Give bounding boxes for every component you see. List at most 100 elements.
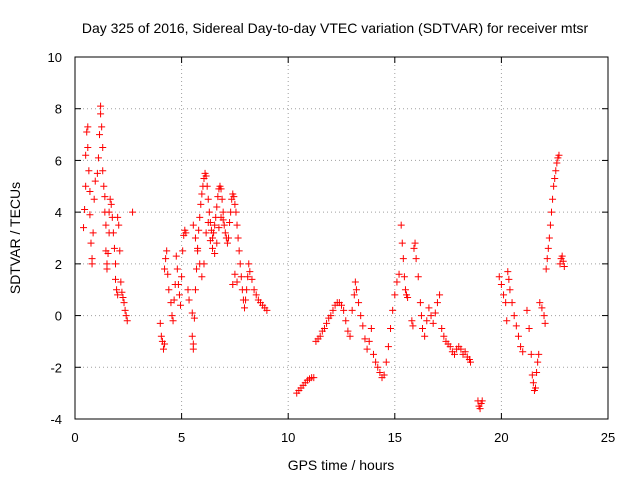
data-point-188	[344, 327, 352, 335]
data-point-60	[162, 255, 170, 263]
data-point-69	[172, 252, 180, 260]
data-point-224	[411, 239, 419, 247]
data-point-249	[461, 348, 469, 356]
data-point-10	[87, 239, 95, 247]
data-point-79	[184, 286, 192, 294]
data-point-204	[376, 368, 384, 376]
data-point-40	[112, 275, 120, 283]
data-point-203	[374, 363, 382, 371]
data-point-20	[97, 102, 105, 110]
data-point-59	[161, 265, 169, 273]
data-point-213	[395, 270, 403, 278]
data-point-257	[478, 397, 486, 405]
data-point-112	[219, 208, 227, 216]
data-point-99	[205, 208, 213, 216]
data-point-78	[182, 229, 190, 237]
data-point-66	[169, 317, 177, 325]
data-point-91	[197, 200, 205, 208]
data-point-18	[96, 131, 104, 139]
data-point-217	[400, 273, 408, 281]
data-point-271	[519, 348, 527, 356]
data-point-264	[505, 275, 513, 283]
data-point-236	[433, 299, 441, 307]
data-point-141	[234, 234, 242, 242]
data-point-126	[209, 244, 217, 252]
data-point-133	[226, 218, 234, 226]
data-point-199	[365, 337, 373, 345]
data-point-228	[417, 312, 425, 320]
data-point-53	[129, 208, 137, 216]
data-point-292	[549, 195, 557, 203]
data-point-198	[363, 345, 371, 353]
data-point-177	[320, 325, 328, 332]
data-point-37	[109, 229, 117, 237]
data-point-6	[84, 144, 92, 151]
data-point-178	[323, 319, 331, 327]
data-point-235	[431, 309, 439, 317]
data-point-272	[523, 306, 531, 314]
data-point-16	[93, 169, 101, 177]
data-point-163	[233, 278, 241, 286]
data-point-281	[535, 350, 543, 358]
data-point-35	[107, 200, 115, 208]
data-point-75	[179, 247, 187, 255]
data-point-80	[185, 296, 193, 304]
data-point-122	[200, 260, 208, 268]
data-point-191	[350, 291, 358, 299]
data-point-212	[393, 278, 401, 286]
data-point-128	[213, 239, 221, 247]
data-point-282	[536, 299, 544, 307]
data-point-114	[221, 229, 229, 237]
data-point-195	[357, 312, 365, 320]
data-point-140	[233, 221, 241, 229]
data-point-25	[101, 193, 109, 201]
y-tick-label-4: 4	[55, 205, 62, 220]
data-point-142	[235, 247, 243, 255]
x-tick-label-20: 20	[494, 430, 508, 445]
data-point-84	[189, 345, 197, 353]
data-point-258	[495, 273, 503, 281]
data-point-119	[194, 247, 202, 255]
data-point-107	[214, 193, 222, 201]
grid-layer	[75, 57, 608, 419]
data-point-289	[545, 234, 553, 242]
data-point-222	[409, 322, 417, 330]
data-point-187	[342, 317, 350, 325]
data-point-117	[189, 221, 197, 229]
x-tick-label-5: 5	[178, 430, 185, 445]
data-point-231	[423, 317, 431, 325]
data-point-181	[329, 306, 337, 314]
data-point-278	[532, 384, 540, 392]
data-point-295	[552, 167, 560, 175]
data-point-194	[355, 299, 363, 307]
data-point-303	[560, 262, 568, 270]
data-point-155	[252, 291, 260, 299]
data-point-97	[203, 182, 211, 190]
data-point-260	[500, 291, 508, 299]
data-point-70	[173, 265, 181, 273]
x-tick-label-15: 15	[388, 430, 402, 445]
data-point-96	[202, 172, 210, 180]
data-point-152	[246, 268, 254, 276]
data-point-218	[401, 286, 409, 294]
data-point-196	[359, 322, 367, 330]
data-point-237	[436, 291, 444, 299]
data-point-8	[86, 187, 94, 195]
data-point-47	[118, 288, 126, 296]
y-tick-label-10: 10	[48, 50, 62, 65]
data-point-55	[157, 332, 165, 340]
y-tick-label-0: 0	[55, 309, 62, 324]
data-point-244	[450, 350, 458, 358]
data-point-261	[502, 299, 510, 307]
data-point-71	[174, 281, 182, 289]
y-tick-label--2: -2	[50, 360, 62, 375]
data-point-301	[558, 252, 566, 260]
data-point-284	[540, 312, 548, 320]
data-point-116	[223, 239, 231, 247]
data-point-104	[211, 221, 219, 229]
data-point-285	[541, 319, 549, 327]
data-point-247	[457, 345, 465, 353]
data-point-123	[202, 229, 210, 237]
data-points	[80, 102, 568, 413]
data-point-12	[88, 260, 96, 268]
